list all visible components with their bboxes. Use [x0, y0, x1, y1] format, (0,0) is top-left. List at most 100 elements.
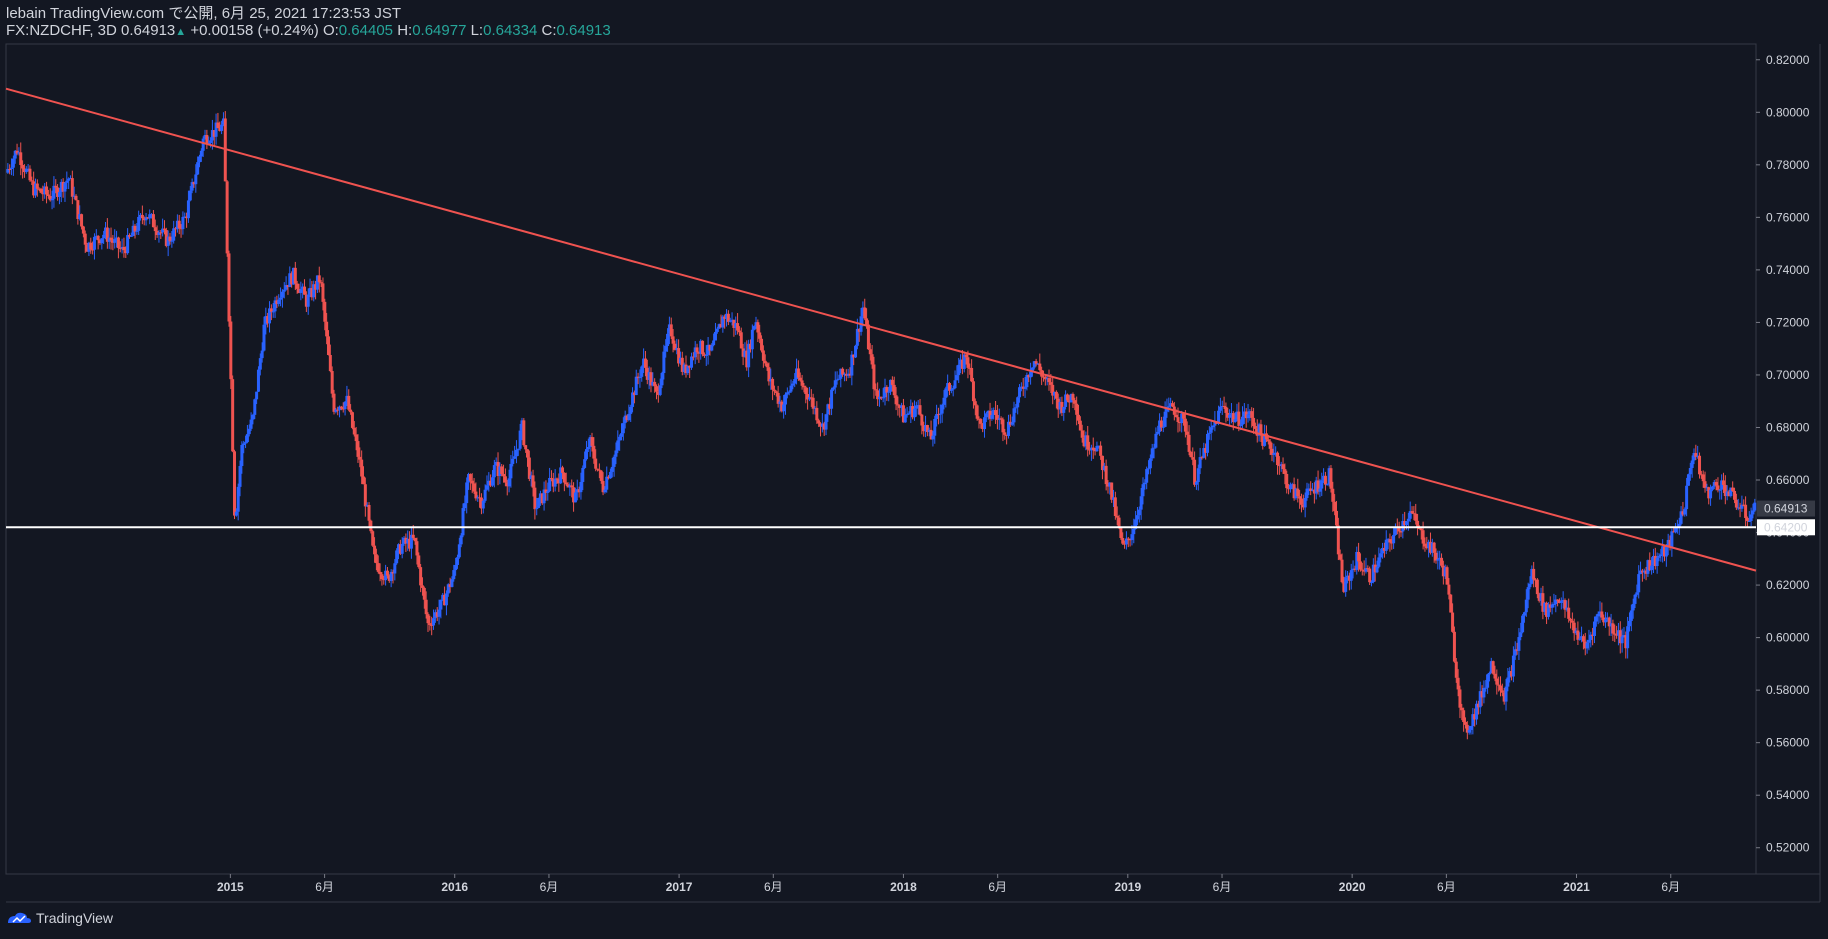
candle-body — [1169, 403, 1173, 407]
candle-body — [444, 593, 448, 606]
candle-body — [271, 311, 275, 313]
candle-body — [74, 195, 78, 201]
candle-body — [360, 459, 364, 477]
candle-body — [148, 214, 152, 219]
candle-body — [712, 340, 716, 346]
candle-body — [588, 437, 592, 448]
candle-body — [1259, 424, 1263, 436]
candle-body — [677, 348, 681, 364]
candle-body — [806, 394, 810, 400]
candle-body — [295, 283, 299, 289]
candle-body — [883, 387, 887, 398]
candle-body — [889, 379, 893, 392]
candle-body — [116, 237, 120, 249]
time-axis[interactable]: 2015 6月 2016 6月 2017 6月 2018 6月 2019 6月 2020 6月 2021… — [217, 874, 1680, 894]
candle-body — [1180, 413, 1184, 424]
candle-body — [385, 570, 389, 576]
candle-body — [24, 169, 28, 173]
high-label: H: — [397, 22, 413, 39]
candle-body — [1362, 569, 1366, 572]
candle-body — [983, 417, 987, 430]
candle-body — [33, 183, 37, 196]
candle-body — [100, 238, 104, 244]
candle-body — [1738, 507, 1742, 509]
candle-body — [936, 414, 940, 416]
candle-body — [651, 381, 655, 386]
candle-body — [161, 228, 165, 233]
candle-body — [443, 594, 447, 606]
candle-body — [966, 357, 970, 368]
candle-body — [809, 397, 813, 399]
candle-body — [1069, 394, 1073, 403]
candle-body — [1528, 583, 1532, 588]
candle-body — [1727, 491, 1731, 497]
candle-body — [297, 288, 301, 293]
time-axis-label: 6月 — [1437, 880, 1456, 894]
candle-body — [1381, 547, 1385, 554]
candle-body — [1119, 527, 1123, 539]
candle-body — [393, 563, 397, 574]
candle-body — [437, 609, 441, 617]
candle-body — [1408, 511, 1412, 519]
candle-body — [1666, 539, 1670, 547]
candle-body — [1604, 619, 1608, 623]
candle-body — [183, 216, 187, 218]
candle-body — [1417, 528, 1421, 530]
candle-body — [778, 401, 782, 404]
candle-body — [1583, 641, 1587, 649]
candle-body — [334, 409, 338, 412]
price-axis[interactable]: 0.82000 0.80000 0.78000 0.76000 0.74000 0.720… — [1756, 53, 1815, 855]
candle-body — [140, 214, 144, 219]
candle-body — [65, 180, 69, 183]
candle-body — [1314, 480, 1318, 494]
candle-body — [1406, 518, 1410, 522]
candle-body — [872, 364, 876, 390]
candle-body — [282, 289, 286, 292]
candle-body — [594, 458, 598, 469]
symbol[interactable]: FX:NZDCHF, — [6, 22, 94, 39]
candle-body — [549, 477, 553, 479]
candle-body — [194, 174, 198, 185]
candle-body — [1117, 517, 1121, 528]
candle-body — [126, 235, 130, 254]
candle-body — [678, 357, 682, 364]
candle-body — [625, 415, 629, 421]
candle-body — [487, 480, 491, 486]
author[interactable]: lebain — [6, 5, 47, 22]
candle-body — [1279, 464, 1283, 466]
candle-body — [791, 383, 795, 386]
candle-body — [258, 358, 262, 370]
candle-body — [579, 481, 583, 493]
candle-body — [1458, 689, 1462, 708]
candle-body — [1123, 543, 1127, 545]
candle-body — [1626, 626, 1630, 649]
candle-body — [433, 612, 437, 619]
candle-body — [338, 406, 342, 411]
candle-body — [992, 410, 996, 416]
candle-body — [1268, 441, 1272, 449]
candle-body — [1128, 539, 1132, 541]
close-value: 0.64913 — [556, 22, 611, 39]
candle-body — [1351, 568, 1355, 571]
candle-body — [798, 377, 802, 381]
candle-body — [22, 168, 26, 173]
candle-body — [988, 410, 992, 419]
site[interactable]: TradingView.com — [49, 5, 165, 22]
candle-body — [192, 182, 196, 185]
footer-brand[interactable]: TradingView — [6, 910, 113, 926]
time-axis-label: 6月 — [540, 880, 559, 894]
candle-body — [151, 214, 155, 228]
candle-body — [990, 415, 994, 419]
candle-body — [623, 415, 627, 424]
candle-body — [1113, 497, 1117, 517]
candle-body — [1025, 374, 1029, 388]
candle-body — [708, 344, 712, 351]
candle-body — [233, 451, 237, 516]
candle-body — [1185, 431, 1189, 435]
candle-body — [496, 461, 500, 476]
candle-body — [570, 485, 574, 488]
candle-body — [190, 182, 194, 191]
candle-body — [231, 379, 235, 452]
candle-body — [1082, 437, 1086, 447]
